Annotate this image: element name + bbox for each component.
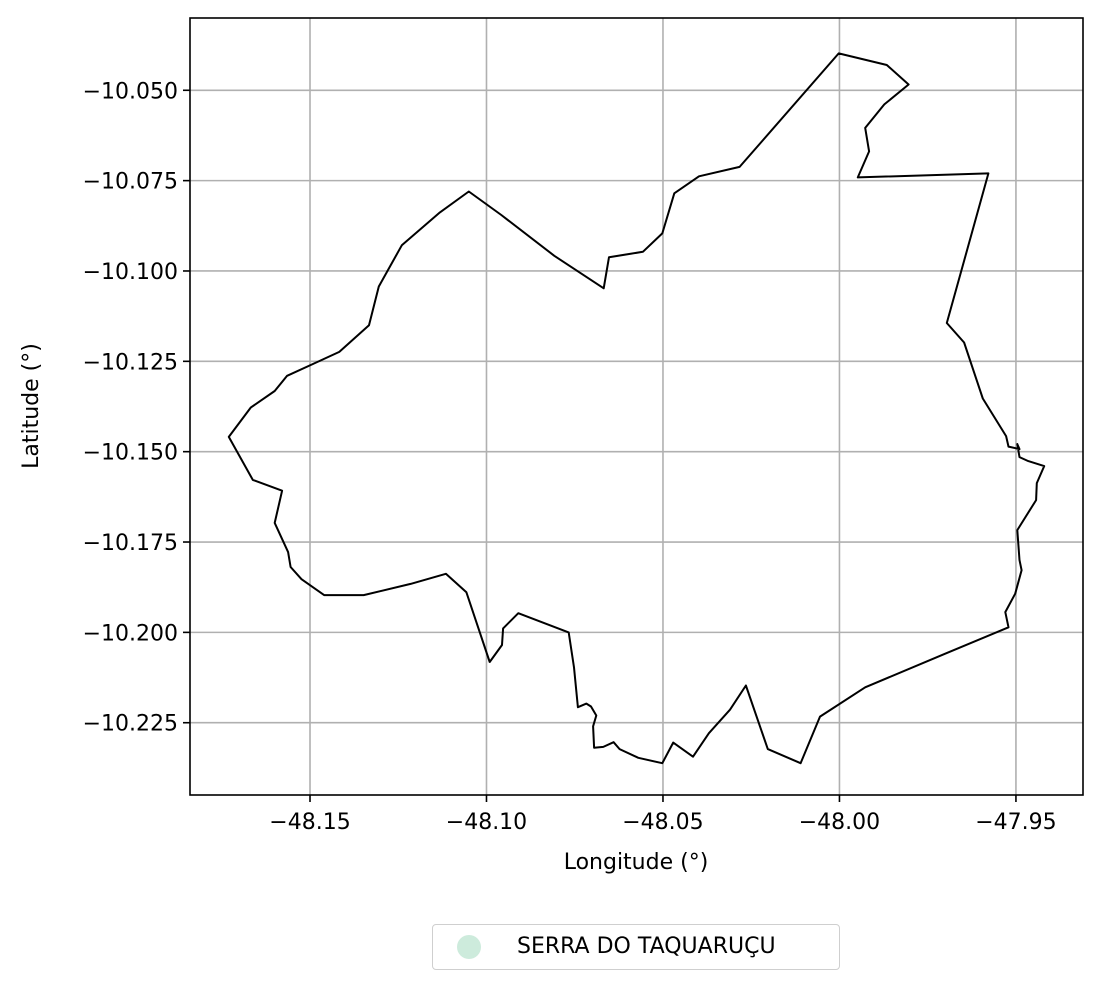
axes-frame [189, 17, 1084, 796]
y-tick-label: −10.175 [83, 531, 178, 556]
x-tick-label: −48.10 [446, 810, 527, 835]
x-axis-label: Longitude (°) [564, 850, 709, 875]
y-tick-label: −10.150 [83, 441, 178, 466]
y-tick-label: −10.100 [83, 260, 178, 285]
legend-label: SERRA DO TAQUARUÇU [517, 934, 776, 959]
y-tick-label: −10.050 [83, 79, 178, 104]
municipality-boundary [227, 52, 1046, 765]
plot-background [190, 18, 1083, 795]
y-tick-label: −10.200 [83, 621, 178, 646]
y-tick-label: −10.075 [83, 170, 178, 195]
legend-marker-serra-do-taquarucu [457, 935, 481, 959]
x-tick-label: −48.15 [269, 810, 350, 835]
x-tick-label: −48.05 [622, 810, 703, 835]
x-tick-label: −47.95 [975, 810, 1056, 835]
x-tick-label: −48.00 [799, 810, 880, 835]
y-axis-ticks: −10.050 −10.075 −10.100 −10.125 −10.150 −10.1… [83, 79, 190, 737]
legend: SERRA DO TAQUARUÇU [432, 924, 840, 970]
y-tick-label: −10.225 [83, 712, 178, 737]
x-axis-ticks: −48.15 −48.10 −48.05 −48.00 −47.95 [269, 795, 1057, 835]
grid-lines [190, 18, 1083, 795]
y-axis-label: Latitude (°) [19, 343, 44, 469]
y-tick-label: −10.125 [83, 350, 178, 375]
